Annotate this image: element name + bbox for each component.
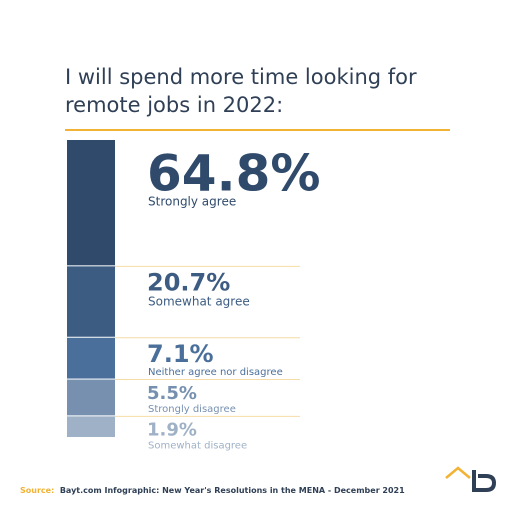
bar-segment	[67, 337, 115, 379]
bar-segment	[67, 379, 115, 416]
category-label: Neither agree nor disagree	[148, 367, 283, 378]
category-label: Somewhat agree	[148, 295, 250, 309]
source-label: Source:	[20, 486, 54, 495]
category-label: Strongly disagree	[148, 404, 236, 415]
bar-segment	[67, 416, 115, 437]
value-label: 64.8%	[147, 145, 320, 203]
value-label: 7.1%	[147, 340, 214, 368]
category-label: Strongly agree	[148, 195, 236, 209]
chart-title: I will spend more time looking for remot…	[65, 65, 423, 117]
category-label: Somewhat disagree	[148, 441, 247, 452]
logo	[445, 466, 497, 492]
bar-segment	[67, 266, 115, 337]
title-line: I will spend more time looking for	[65, 65, 417, 89]
bar-stack: 64.8%Strongly agree 20.7%Somewhat agree 7.…	[67, 140, 320, 452]
value-label: 5.5%	[147, 383, 197, 404]
source: Source: Bayt.com Infographic: New Year's…	[20, 486, 405, 495]
bar-segment	[67, 140, 115, 266]
title-line: remote jobs in 2022:	[65, 93, 283, 117]
value-label: 20.7%	[147, 269, 230, 297]
value-label: 1.9%	[147, 420, 197, 441]
source-text: Bayt.com Infographic: New Year's Resolut…	[60, 486, 405, 495]
